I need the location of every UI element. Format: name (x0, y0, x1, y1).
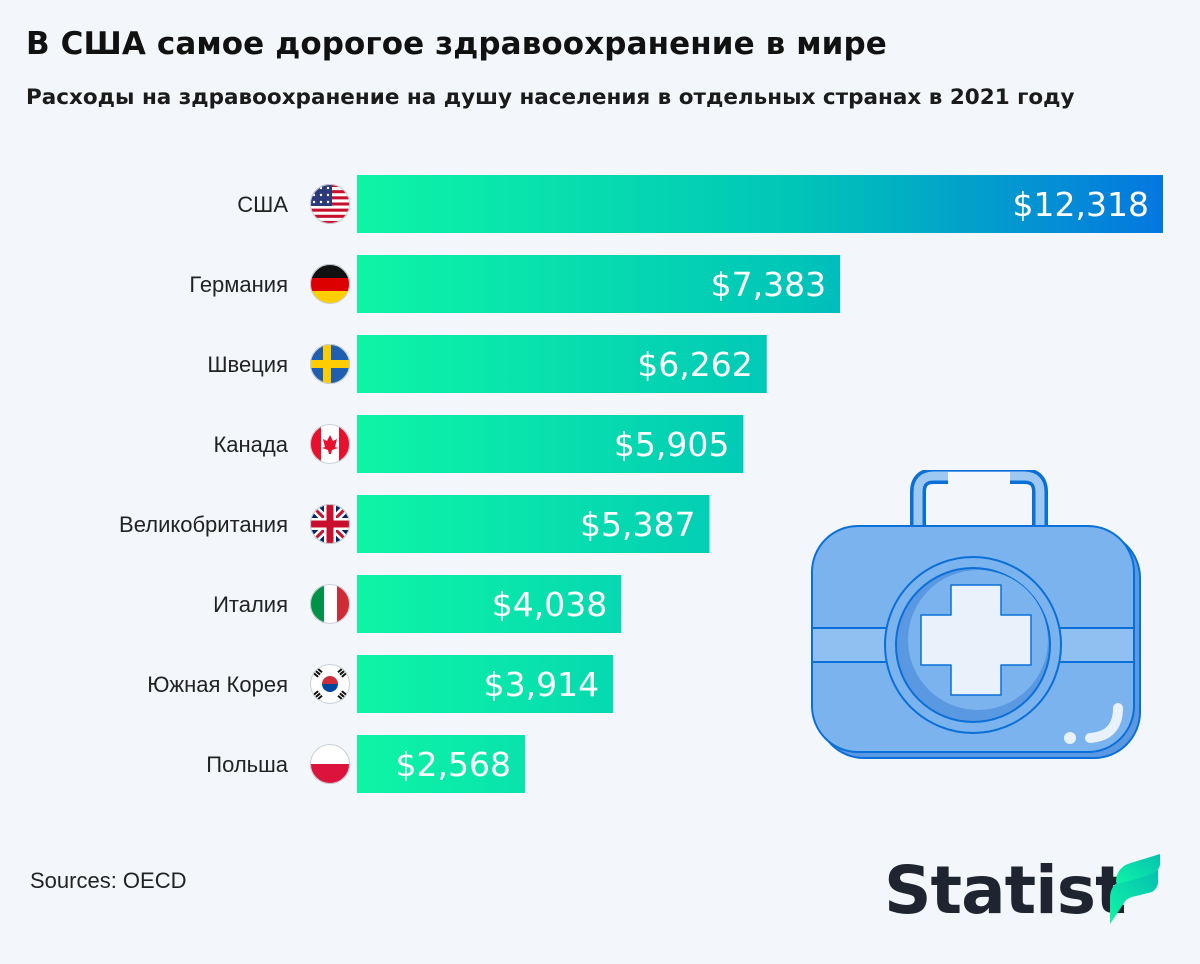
category-label: Канада (213, 432, 288, 457)
bar (357, 415, 744, 473)
bar-chart: США $12,318 Германия $7,383 Швеция $6,262 Кана… (119, 175, 1163, 793)
bar (357, 255, 841, 313)
germany-flag-icon (310, 264, 350, 304)
category-label: США (237, 192, 288, 217)
value-label: $4,038 (492, 585, 607, 624)
category-label: Южная Корея (147, 672, 288, 697)
south-korea-flag-icon (310, 664, 350, 704)
category-label: Великобритания (119, 512, 288, 537)
bar-row: Германия $7,383 (189, 255, 841, 313)
value-label: $2,568 (396, 745, 511, 784)
bar (357, 495, 710, 553)
chart-subtitle: Расходы на здравоохранение на душу насел… (26, 85, 1075, 110)
bars-group: США $12,318 Германия $7,383 Швеция $6,262 Кана… (119, 175, 1163, 793)
brand-logo-text: Statist (884, 852, 1127, 929)
sweden-flag-icon (310, 344, 350, 384)
canada-flag-icon (310, 424, 350, 464)
bar (357, 735, 526, 793)
medical-kit-icon (811, 470, 1141, 759)
bar (357, 175, 1163, 233)
value-label: $5,387 (580, 505, 695, 544)
source-note: Sources: OECD (30, 868, 187, 893)
us-flag-icon (310, 184, 350, 224)
value-label: $12,318 (1013, 185, 1149, 224)
statista-logo-icon (1110, 854, 1160, 924)
value-label: $7,383 (711, 265, 826, 304)
bar-row: США $12,318 (237, 175, 1163, 233)
value-label: $3,914 (484, 665, 599, 704)
bar (357, 575, 622, 633)
bar-row: Италия $4,038 (213, 575, 622, 633)
bar-row: Великобритания $5,387 (119, 495, 710, 553)
category-label: Италия (213, 592, 288, 617)
category-label: Польша (206, 752, 289, 777)
bar (357, 655, 614, 713)
poland-flag-icon (310, 744, 350, 784)
uk-flag-icon (310, 504, 350, 544)
category-label: Германия (189, 272, 288, 297)
category-label: Швеция (207, 352, 288, 377)
bar (357, 335, 767, 393)
bar-row: Южная Корея $3,914 (147, 655, 614, 713)
bar-row: Польша $2,568 (206, 735, 526, 793)
bar-row: Швеция $6,262 (207, 335, 767, 393)
italy-flag-icon (310, 584, 350, 624)
chart-title: В США самое дорогое здравоохранение в ми… (26, 26, 887, 62)
bar-row: Канада $5,905 (213, 415, 744, 473)
value-label: $5,905 (614, 425, 729, 464)
value-label: $6,262 (637, 345, 752, 384)
